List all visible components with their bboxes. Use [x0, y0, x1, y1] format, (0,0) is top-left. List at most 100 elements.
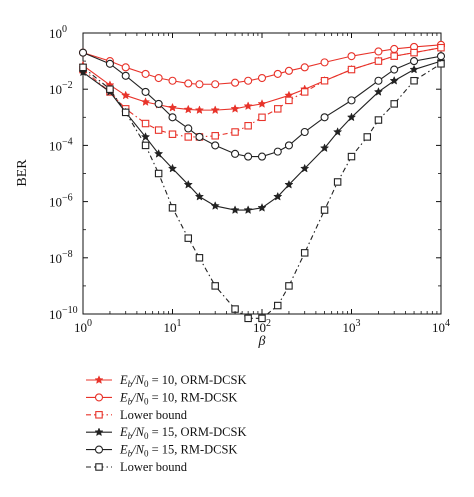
data-point — [320, 76, 329, 85]
data-point — [300, 88, 309, 96]
data-point — [168, 76, 177, 85]
y-tick-label: 10−6 — [49, 193, 73, 210]
data-point — [195, 80, 204, 89]
x-axis-label: β — [258, 334, 266, 349]
data-point — [390, 44, 399, 54]
data-point — [184, 124, 193, 133]
data-point — [347, 65, 356, 74]
y-tick-label: 10−8 — [49, 249, 73, 266]
data-point — [211, 132, 219, 140]
data-point — [285, 282, 293, 290]
data-point — [194, 191, 205, 201]
data-point — [284, 66, 293, 75]
data-point — [374, 47, 383, 56]
series-2 — [78, 40, 446, 89]
axis-layer: 100 101 102 103 104 10−10 10−8 10−6 10−4 10−2 100 — [49, 24, 450, 335]
data-point — [257, 99, 267, 108]
series-4 — [78, 56, 446, 214]
data-point — [347, 96, 356, 105]
legend-item: Lower bound — [86, 408, 188, 422]
data-point — [273, 147, 282, 156]
data-point — [121, 71, 130, 80]
x-tick-label: 100 — [74, 318, 92, 335]
legend-marker — [95, 463, 103, 471]
legend-marker — [94, 375, 104, 384]
data-point — [409, 64, 419, 74]
data-point — [390, 52, 398, 60]
data-point — [184, 79, 193, 88]
data-point — [347, 52, 356, 61]
legend-marker — [95, 411, 103, 419]
data-point — [437, 60, 445, 68]
series-6 — [79, 60, 445, 323]
data-point — [284, 179, 294, 189]
series-line — [82, 63, 442, 319]
data-point — [243, 205, 253, 214]
data-point — [210, 105, 220, 115]
data-point — [390, 100, 398, 108]
data-point — [231, 78, 240, 87]
y-tick-label: 10−2 — [49, 80, 73, 97]
data-point — [333, 178, 342, 186]
data-point — [300, 249, 309, 257]
legend-label: Eb/N0 = 10, ORM-DCSK — [119, 373, 247, 389]
data-point — [231, 149, 240, 158]
data-point — [154, 73, 163, 83]
y-tick-label: 100 — [49, 24, 67, 41]
series-5 — [78, 48, 446, 161]
x-tick-label: 103 — [343, 318, 361, 335]
data-point — [333, 127, 343, 136]
data-point — [274, 105, 282, 113]
series-line — [82, 47, 442, 138]
y-axis-label: BER — [15, 159, 30, 187]
data-point — [374, 57, 383, 65]
data-point — [105, 59, 114, 68]
data-point — [410, 57, 419, 66]
data-point — [167, 163, 178, 173]
data-point — [258, 113, 266, 122]
data-point — [389, 75, 399, 85]
data-point — [320, 58, 329, 67]
data-point — [300, 127, 309, 137]
data-point — [167, 102, 178, 112]
data-point — [106, 85, 114, 93]
data-point — [141, 119, 150, 128]
x-tick-label: 104 — [432, 318, 450, 335]
data-point — [390, 65, 399, 74]
data-point — [195, 254, 204, 262]
legend-marker — [94, 427, 104, 437]
series-3 — [79, 43, 445, 141]
data-point — [183, 104, 193, 114]
legend-marker — [94, 393, 104, 402]
data-point — [243, 101, 253, 111]
data-point — [194, 105, 205, 115]
data-point — [273, 191, 283, 201]
data-point — [195, 132, 204, 141]
legend-label: Eb/N0 = 10, RM-DCSK — [119, 390, 237, 406]
data-point — [257, 202, 267, 212]
legend-item: Eb/N0 = 15, ORM-DCSK — [86, 425, 247, 441]
legend-label: Lower bound — [120, 460, 188, 474]
data-point — [79, 63, 87, 72]
data-point — [257, 152, 267, 161]
x-tick-label: 102 — [253, 318, 271, 335]
data-point — [183, 179, 193, 189]
data-point — [154, 149, 164, 158]
legend-item: Eb/N0 = 15, RM-DCSK — [86, 443, 237, 459]
data-point — [211, 282, 219, 290]
data-point — [300, 163, 310, 173]
data-point — [258, 314, 266, 323]
x-tick-label: 101 — [164, 318, 182, 335]
data-point — [141, 87, 150, 96]
data-point — [319, 143, 330, 153]
legend-marker — [94, 445, 104, 454]
data-point — [363, 133, 372, 141]
legend-label: Eb/N0 = 15, RM-DCSK — [119, 443, 237, 459]
data-point — [121, 63, 130, 72]
data-point — [168, 130, 177, 138]
data-point — [374, 76, 383, 85]
data-point — [141, 141, 150, 150]
data-point — [300, 63, 309, 72]
